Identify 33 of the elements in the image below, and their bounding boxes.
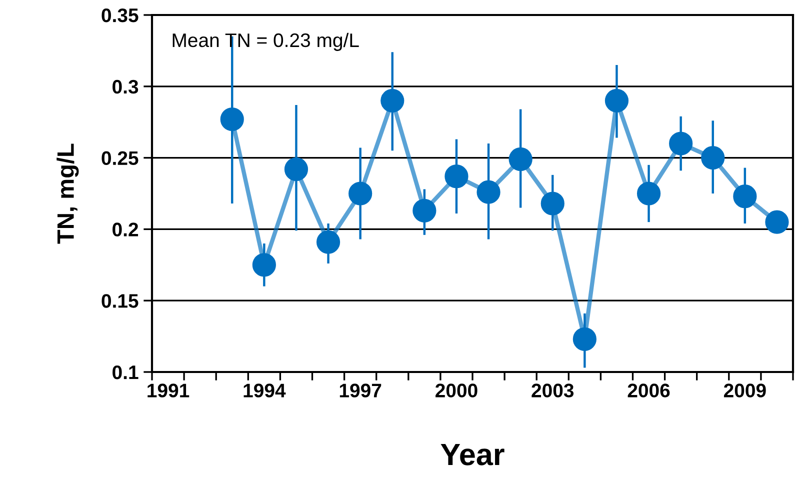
point [316, 230, 340, 254]
x-tick-label: 2009 [724, 384, 766, 398]
point [604, 88, 629, 112]
point [701, 146, 725, 170]
x-tick-label: 2003 [532, 384, 574, 398]
y-tick-label: 0.35 [102, 8, 138, 22]
point [348, 182, 372, 206]
x-axis-title: Year [440, 444, 504, 466]
point [380, 88, 404, 112]
point [220, 107, 244, 132]
point [540, 192, 564, 216]
point [476, 180, 500, 204]
y-tick-label: 0.3 [112, 80, 138, 94]
point [733, 184, 757, 208]
x-tick-label: 2000 [436, 384, 478, 398]
point [284, 157, 308, 182]
y-axis-title: TN, mg/L [56, 144, 79, 244]
y-tick-label: 0.1 [112, 365, 138, 380]
point [412, 198, 436, 222]
x-tick-label: 2006 [628, 384, 670, 398]
point [765, 210, 789, 234]
x-tick-label: 1991 [148, 384, 190, 398]
y-tick-label: 0.2 [112, 222, 138, 236]
y-tick-label: 0.15 [102, 294, 138, 308]
y-tick-label: 0.25 [102, 151, 138, 166]
point [252, 253, 276, 277]
point [444, 164, 468, 188]
x-tick-label: 1994 [244, 384, 286, 398]
point [508, 147, 532, 172]
point [572, 327, 596, 351]
point [636, 182, 661, 206]
point [669, 132, 693, 156]
x-tick-label: 1997 [340, 384, 382, 398]
